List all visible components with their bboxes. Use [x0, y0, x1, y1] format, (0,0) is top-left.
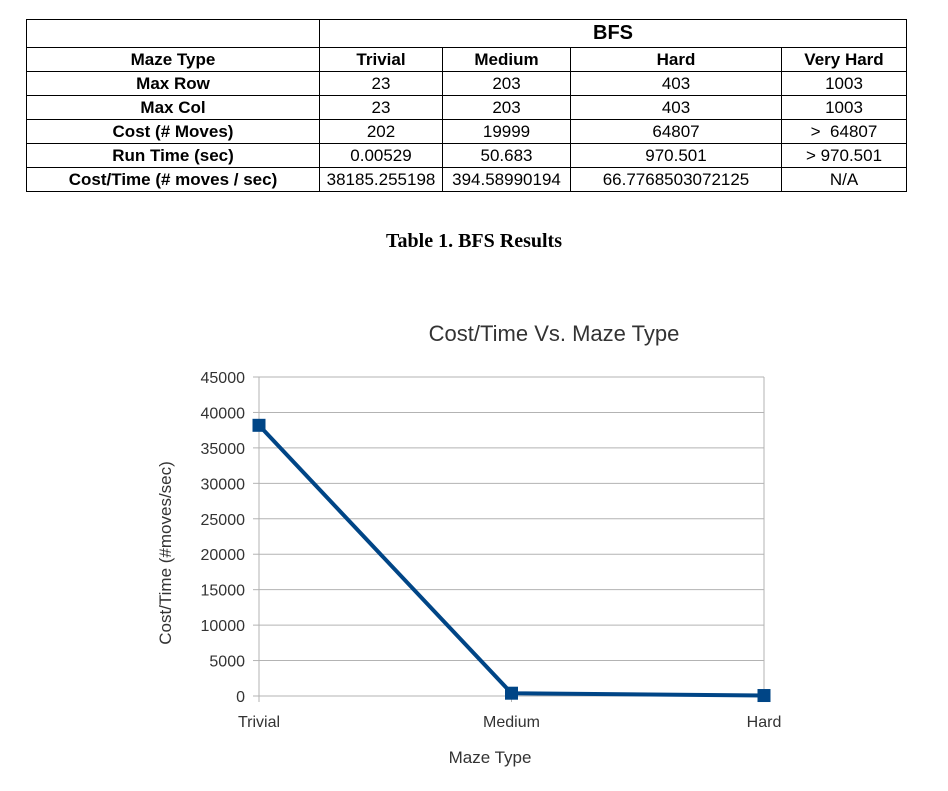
bfs-results-table: BFS Maze Type Trivial Medium Hard Very H…	[26, 19, 907, 192]
y-tick-label: 40000	[201, 405, 246, 422]
table-cell: N/A	[781, 167, 907, 192]
row-label: Cost/Time (# moves / sec)	[26, 167, 320, 192]
y-tick-label: 35000	[201, 441, 246, 458]
table-cell: 0.00529	[319, 143, 443, 168]
row-label: Cost (# Moves)	[26, 119, 320, 144]
chart-title: Cost/Time Vs. Maze Type	[429, 321, 680, 346]
chart-gridlines	[258, 376, 765, 697]
y-tick-label: 0	[236, 689, 245, 706]
y-tick-label: 20000	[201, 547, 246, 564]
table-cell: 203	[442, 71, 571, 96]
table-cell: 19999	[442, 119, 571, 144]
data-point-marker	[252, 418, 266, 432]
column-header: Very Hard	[781, 47, 907, 72]
y-tick-label: 15000	[201, 583, 246, 600]
x-tick-label: Trivial	[238, 714, 280, 731]
series-line	[257, 423, 765, 698]
chart-series	[252, 418, 771, 703]
table-row: Max Row 23 203 403 1003	[26, 71, 907, 96]
y-axis-ticks: 0 5000 10000 15000 20000 25000 30000 35000 40000…	[201, 370, 259, 706]
table-row: Cost/Time (# moves / sec) 38185.255198 3…	[26, 167, 907, 192]
table-cell: 1003	[781, 71, 907, 96]
table-cell: 202	[319, 119, 443, 144]
y-tick-label: 25000	[201, 512, 246, 529]
table-cell: 66.7768503072125	[570, 167, 782, 192]
y-tick-label: 45000	[201, 370, 246, 387]
x-tick-label: Medium	[483, 714, 540, 731]
y-tick-label: 5000	[209, 654, 245, 671]
y-tick-label: 10000	[201, 618, 246, 635]
data-point-marker	[505, 686, 518, 700]
table-caption: Table 1. BFS Results	[386, 230, 562, 252]
table-cell: 38185.255198	[319, 167, 443, 192]
table-cell: > 970.501	[781, 143, 907, 168]
column-header: Trivial	[319, 47, 443, 72]
table-cell: 1003	[781, 95, 907, 120]
data-point-marker	[757, 689, 771, 703]
y-axis-label: Cost/Time (#moves/sec)	[156, 461, 175, 645]
table-cell: > 64807	[781, 119, 907, 144]
x-axis-label: Maze Type	[449, 748, 532, 767]
table-row: Max Col 23 203 403 1003	[26, 95, 907, 120]
y-tick-label: 30000	[201, 476, 246, 493]
x-axis-ticks: Trivial Medium Hard	[238, 696, 781, 731]
table-cell: 394.58990194	[442, 167, 571, 192]
table-cell: 403	[570, 95, 782, 120]
x-tick-label: Hard	[747, 714, 782, 731]
column-header: Hard	[570, 47, 782, 72]
